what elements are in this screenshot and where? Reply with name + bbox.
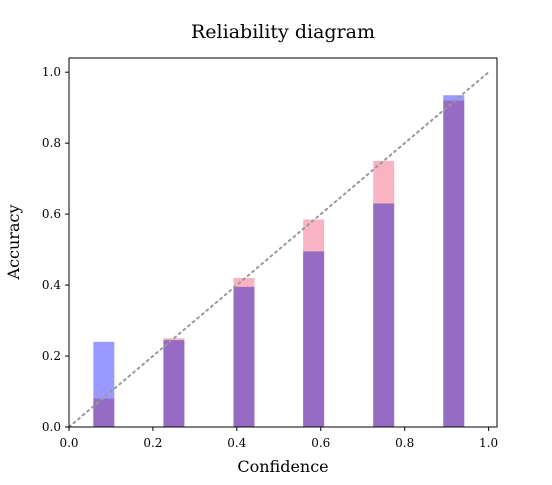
bars-layer — [93, 95, 465, 428]
y-tick-label-5: 0.8 — [42, 136, 61, 150]
ticks-layer: 0.0 0.2 0.4 0.6 0.8 1.0 0.0 0.2 0.4 0.6 0.8 1.0 — [42, 65, 498, 450]
bar-series-2-bin-4 — [303, 251, 325, 427]
x-tick-label-4: 0.6 — [311, 436, 330, 450]
x-tick-label-1: 0.0 — [59, 436, 78, 450]
y-tick-label-1: 0.0 — [42, 420, 61, 434]
x-tick-label-2: 0.2 — [143, 436, 162, 450]
bar-series-2-bin-5 — [373, 203, 395, 427]
y-tick-label-3: 0.4 — [42, 278, 61, 292]
y-tick-label-4: 0.6 — [42, 207, 61, 221]
bar-series-2-bin-3 — [233, 286, 255, 427]
x-tick-label-5: 0.8 — [395, 436, 414, 450]
bar-series-2-bin-6 — [443, 95, 465, 427]
perfect-calibration-line — [68, 71, 490, 428]
x-tick-label-6: 1.0 — [479, 436, 498, 450]
chart-title: Reliability diagram — [191, 21, 375, 43]
bar-series-2-bin-2 — [163, 340, 185, 427]
y-axis-label: Accuracy — [4, 205, 23, 281]
plot-frame — [68, 57, 498, 428]
y-tick-label-6: 1.0 — [42, 65, 61, 79]
bar-series-2-bin-1 — [93, 341, 115, 427]
y-tick-label-2: 0.2 — [42, 349, 61, 363]
x-axis-label: Confidence — [237, 457, 328, 476]
x-tick-label-3: 0.4 — [227, 436, 246, 450]
